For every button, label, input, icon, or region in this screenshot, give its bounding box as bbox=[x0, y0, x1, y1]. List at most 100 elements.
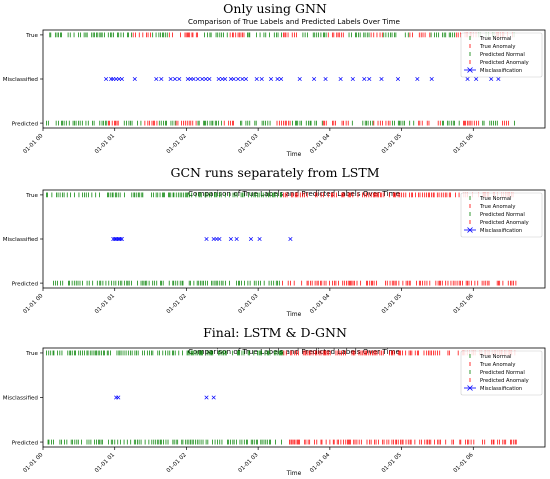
misclassification-marker bbox=[496, 76, 501, 82]
marker-stroke bbox=[474, 76, 479, 82]
x-tick-label: 01-01 00 bbox=[22, 452, 44, 474]
misclassification-marker bbox=[415, 76, 420, 82]
misclassification-marker bbox=[118, 236, 123, 242]
marker-stroke bbox=[312, 76, 317, 82]
marker-stroke bbox=[338, 76, 343, 82]
marker-stroke bbox=[323, 76, 328, 82]
panel-title: Final: LSTM & D-GNN bbox=[203, 325, 347, 340]
marker-stroke bbox=[350, 76, 355, 82]
marker-stroke bbox=[132, 76, 137, 82]
legend-label: True Normal bbox=[479, 354, 511, 360]
misclassification-marker bbox=[243, 76, 248, 82]
x-tick-label: 01-01 06 bbox=[453, 293, 475, 315]
y-tick-label: True bbox=[25, 33, 38, 39]
marker-stroke bbox=[236, 76, 241, 82]
chart-svg-1: Comparison of True Labels and Predicted … bbox=[3, 17, 546, 158]
x-tick-label: 01-01 02 bbox=[166, 293, 188, 315]
marker-stroke bbox=[216, 76, 221, 82]
marker-stroke bbox=[204, 395, 209, 400]
misclassification-marker bbox=[200, 76, 205, 82]
marker-stroke bbox=[204, 236, 209, 242]
legend-label: Misclassification bbox=[480, 228, 522, 234]
legend-label: True Anomaly bbox=[479, 362, 515, 368]
chart-title: Comparison of True Labels and Predicted … bbox=[188, 347, 400, 356]
legend: True Normal True Anomaly Predicted Normal P… bbox=[460, 192, 543, 238]
y-tick-label: Predicted bbox=[12, 440, 39, 446]
marker-stroke bbox=[415, 76, 420, 82]
misclassification-marker bbox=[312, 76, 317, 82]
misclassification-marker bbox=[465, 76, 470, 82]
marker-stroke bbox=[159, 76, 164, 82]
misclassification-marker bbox=[350, 76, 355, 82]
chart-svg-3: Comparison of True Labels and Predicted … bbox=[3, 347, 546, 477]
misclassification-marker bbox=[323, 76, 328, 82]
misclassification-marker bbox=[216, 76, 221, 82]
x-tick-label: 01-01 06 bbox=[453, 133, 475, 155]
misclassification-marker bbox=[159, 76, 164, 82]
misclassification-marker bbox=[172, 76, 178, 82]
legend-label: True Normal bbox=[479, 36, 511, 42]
misclassification-marker bbox=[119, 236, 124, 242]
marker-stroke bbox=[257, 236, 262, 242]
misclassification-marker bbox=[254, 76, 259, 82]
marker-stroke bbox=[243, 76, 248, 82]
misclassification-marker bbox=[104, 76, 109, 82]
legend-label: True Anomaly bbox=[479, 204, 515, 210]
y-tick-label: Misclassified bbox=[3, 396, 39, 402]
legend-label: Predicted Normal bbox=[480, 212, 525, 218]
legend-label: True Anomaly bbox=[479, 44, 515, 50]
marker-stroke bbox=[297, 76, 302, 82]
marker-stroke bbox=[275, 76, 280, 82]
misclassification-marker bbox=[116, 395, 121, 400]
chart-panel-2: GCN runs separately from LSTM Comparison… bbox=[0, 160, 550, 320]
misclassification-marker bbox=[191, 76, 196, 82]
marker-stroke bbox=[119, 76, 124, 82]
misclassification-marker bbox=[279, 76, 284, 82]
marker-stroke bbox=[429, 76, 434, 82]
misclassification-marker bbox=[297, 76, 302, 82]
x-tick-label: 01-01 00 bbox=[22, 293, 44, 315]
legend-marker bbox=[467, 385, 473, 391]
misclassification-marker bbox=[204, 395, 209, 400]
marker-stroke bbox=[379, 76, 384, 82]
legend-label: Predicted Anomaly bbox=[480, 60, 529, 66]
misclassification-marker bbox=[119, 76, 124, 82]
x-tick-label: 01-01 06 bbox=[453, 452, 475, 474]
misclassification-marker bbox=[203, 76, 208, 82]
marker-stroke bbox=[191, 76, 196, 82]
x-tick-label: 01-01 00 bbox=[22, 133, 44, 155]
x-tick-label: 01-01 02 bbox=[166, 452, 188, 474]
marker-stroke bbox=[269, 76, 274, 82]
y-tick-label: Predicted bbox=[12, 121, 39, 127]
x-axis-label: Time bbox=[286, 470, 302, 477]
x-tick-label: 01-01 04 bbox=[309, 452, 331, 474]
misclassification-marker bbox=[362, 76, 367, 82]
legend-label: Misclassification bbox=[480, 68, 522, 74]
marker-stroke bbox=[279, 76, 284, 82]
x-tick-label: 01-01 04 bbox=[309, 293, 331, 315]
marker-stroke bbox=[465, 76, 470, 82]
marker-stroke bbox=[207, 76, 212, 82]
legend-label: Predicted Normal bbox=[480, 370, 525, 376]
misclassification-marker bbox=[275, 76, 280, 82]
misclassification-marker bbox=[223, 76, 228, 82]
chart-svg-2: Comparison of True Labels and Predicted … bbox=[3, 189, 546, 318]
misclassification-marker bbox=[231, 76, 236, 82]
marker-stroke bbox=[211, 395, 216, 400]
marker-stroke bbox=[240, 76, 245, 82]
marker-stroke bbox=[254, 76, 259, 82]
misclassification-marker bbox=[195, 76, 200, 82]
marker-stroke bbox=[223, 76, 228, 82]
marker-stroke bbox=[231, 76, 236, 82]
legend-label: Predicted Anomaly bbox=[480, 378, 529, 384]
x-tick-label: 01-01 05 bbox=[381, 293, 403, 315]
misclassification-marker bbox=[217, 236, 222, 242]
misclassification-marker bbox=[367, 76, 372, 82]
x-tick-label: 01-01 05 bbox=[381, 452, 403, 474]
marker-stroke bbox=[104, 76, 109, 82]
misclassification-marker bbox=[474, 76, 479, 82]
chart-panel-1: Only using GNN Comparison of True Labels… bbox=[0, 0, 550, 160]
legend-marker bbox=[467, 67, 473, 73]
misclassification-marker bbox=[132, 76, 137, 82]
marker-stroke bbox=[177, 76, 182, 82]
